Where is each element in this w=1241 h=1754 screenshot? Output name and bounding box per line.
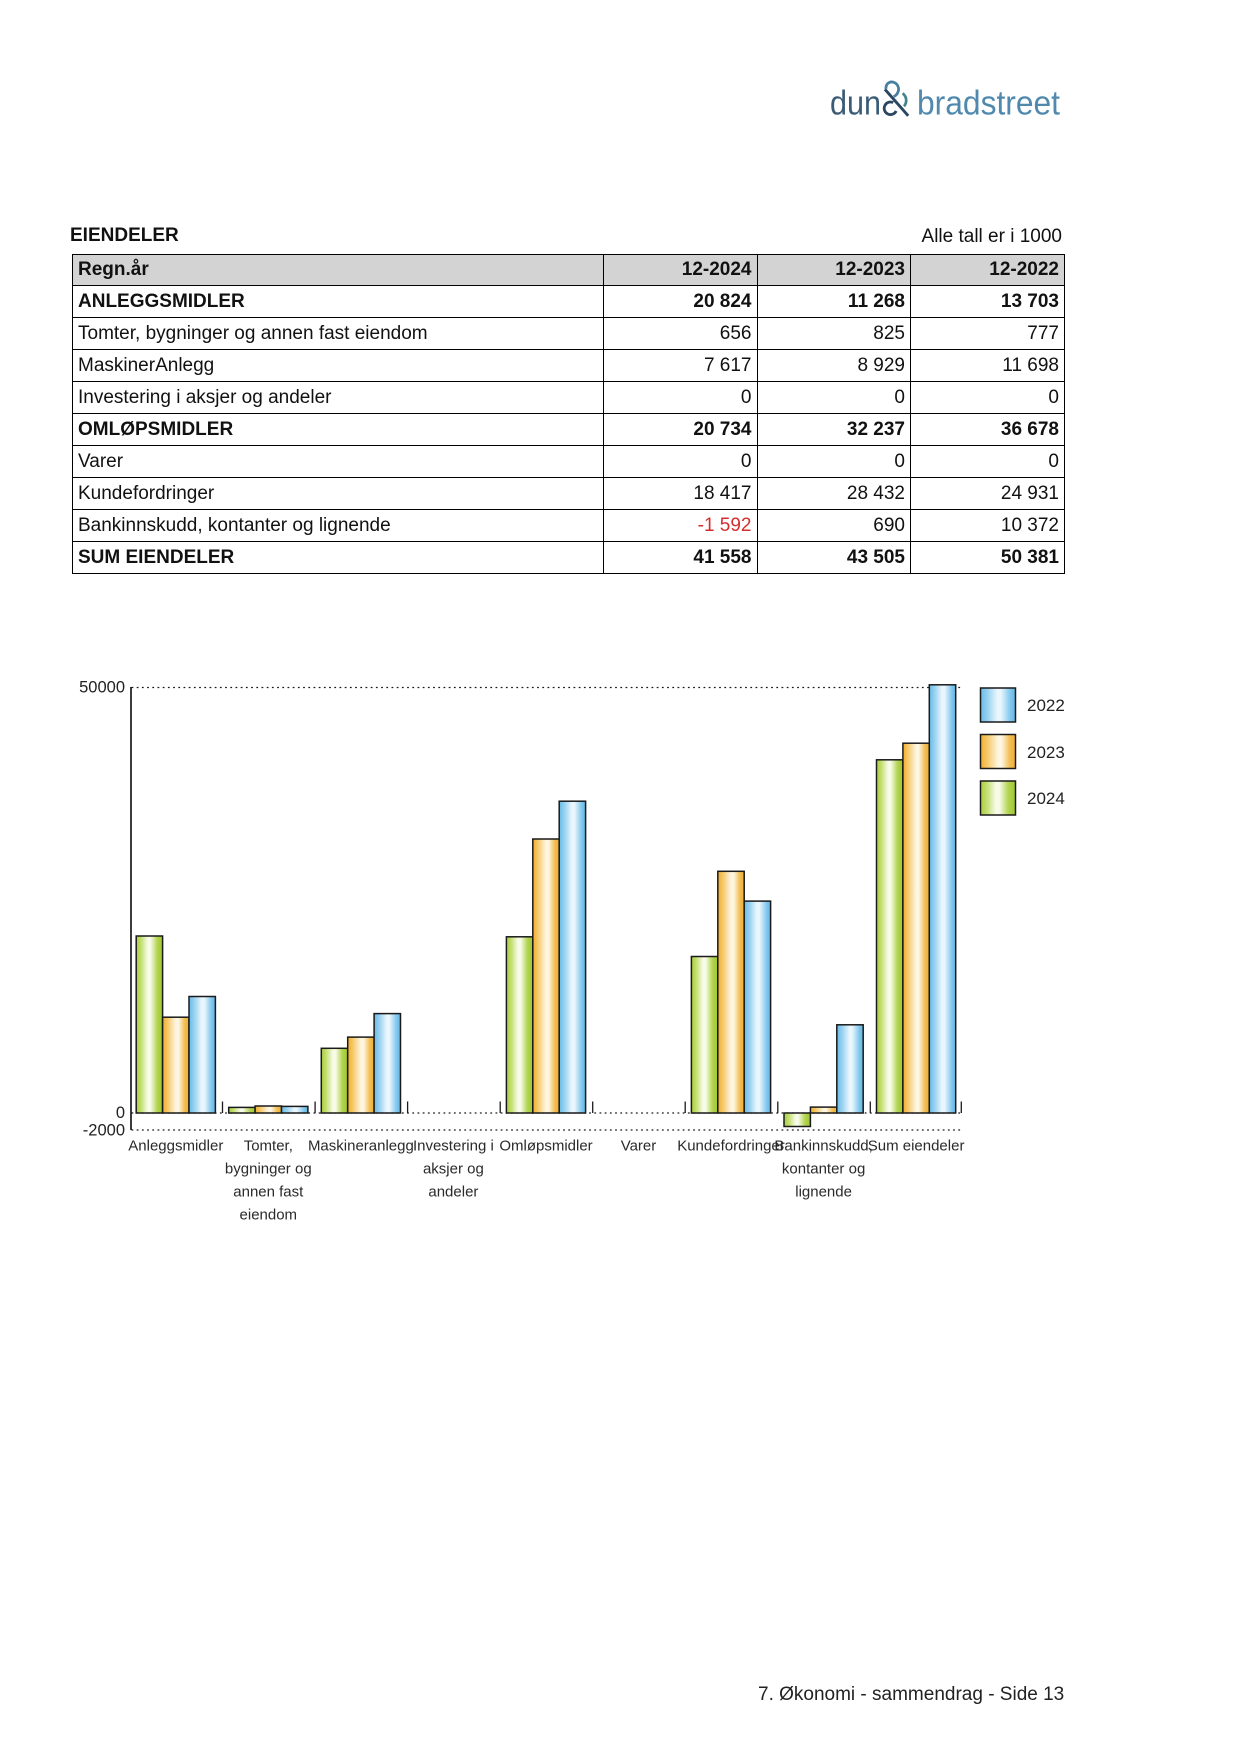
svg-text:andeler: andeler [428,1184,478,1201]
svg-text:Varer: Varer [621,1138,657,1155]
svg-text:0: 0 [116,1104,125,1122]
svg-text:2022: 2022 [1027,696,1065,715]
svg-text:bygninger og: bygninger og [225,1161,312,1178]
svg-text:Maskineranlegg: Maskineranlegg [308,1138,414,1155]
svg-text:annen fast: annen fast [233,1184,304,1201]
svg-text:lignende: lignende [795,1184,852,1201]
svg-text:kontanter og: kontanter og [782,1161,865,1178]
svg-text:Kundefordringer: Kundefordringer [677,1138,785,1155]
svg-text:50000: 50000 [79,679,125,697]
svg-text:dun: dun [830,84,881,122]
svg-text:aksjer og: aksjer og [423,1161,484,1178]
svg-text:2024: 2024 [1027,789,1065,808]
svg-text:Sum eiendeler: Sum eiendeler [868,1138,965,1155]
svg-text:bradstreet: bradstreet [917,84,1061,122]
svg-text:Investering i: Investering i [413,1138,494,1155]
svg-text:Tomter,: Tomter, [244,1138,293,1155]
svg-text:2023: 2023 [1027,743,1065,762]
svg-text:eiendom: eiendom [240,1207,298,1224]
svg-text:-2000: -2000 [83,1122,125,1140]
svg-text:Bankinnskudd,: Bankinnskudd, [774,1138,872,1155]
svg-text:Omløpsmidler: Omløpsmidler [499,1138,592,1155]
svg-text:Anleggsmidler: Anleggsmidler [128,1138,223,1155]
